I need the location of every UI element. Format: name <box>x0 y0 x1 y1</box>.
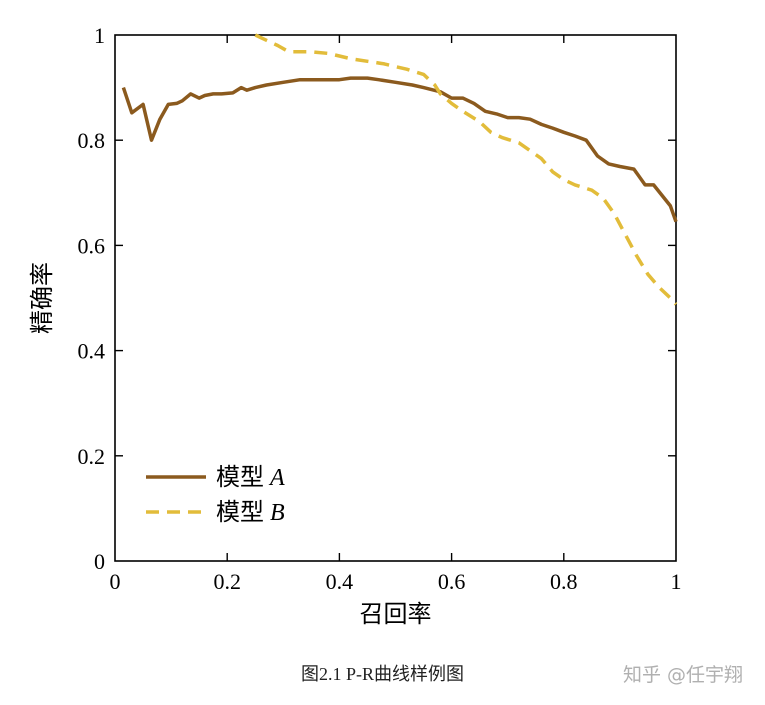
x-axis-title: 召回率 <box>360 601 432 628</box>
x-tick-label: 0 <box>110 569 121 594</box>
legend: 模型 A 模型 B <box>146 464 285 526</box>
x-tick-label: 0.4 <box>326 569 354 594</box>
x-axis-ticks: 0 0.2 0.4 0.6 0.8 1 <box>110 35 682 594</box>
legend-label-model-a: 模型 A <box>216 464 285 491</box>
x-tick-label: 0.2 <box>213 569 241 594</box>
plot-frame <box>114 34 677 562</box>
y-tick-label: 0.6 <box>78 233 106 258</box>
legend-label-model-b: 模型 B <box>216 499 285 526</box>
y-tick-label: 0 <box>94 549 105 574</box>
y-tick-label: 0.8 <box>78 128 106 153</box>
series-line-model-b <box>254 33 678 306</box>
y-tick-label: 0.2 <box>78 444 106 469</box>
x-tick-label: 0.8 <box>550 569 578 594</box>
y-axis-title: 精确率 <box>29 262 56 334</box>
y-tick-label: 1 <box>94 23 105 48</box>
x-tick-label: 1 <box>671 569 682 594</box>
figure-caption: 图2.1 P-R曲线样例图 <box>300 664 464 684</box>
y-tick-label: 0.4 <box>78 339 106 364</box>
series-line-model-a <box>121 76 678 223</box>
series-layer <box>121 33 678 306</box>
x-tick-label: 0.6 <box>438 569 466 594</box>
watermark: 知乎 @任宇翔 <box>622 664 743 686</box>
y-axis-ticks: 0 0.2 0.4 0.6 0.8 1 <box>78 23 676 574</box>
